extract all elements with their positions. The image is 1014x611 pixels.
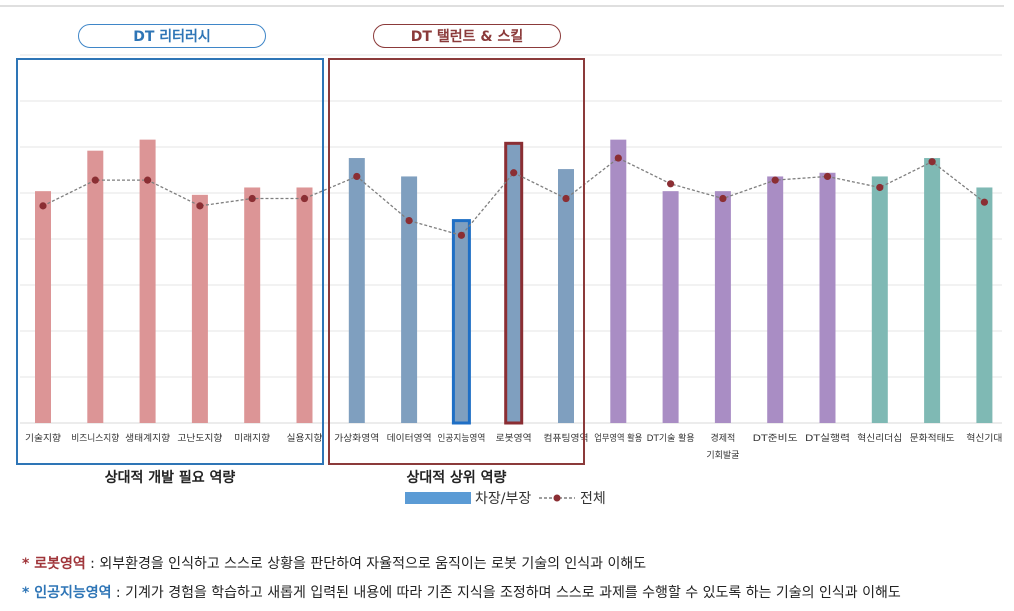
legend-line-label: 전체	[580, 491, 606, 507]
dt-literacy-group-box	[16, 58, 324, 465]
note-ai-text: : 기계가 경험을 학습하고 새롭게 입력된 내용에 따라 기존 지식을 조정하…	[111, 585, 901, 601]
line-point	[405, 217, 413, 225]
line-point	[510, 169, 518, 177]
x-tick-labels: 기술지향 비즈니스지향 생태계지향 고난도지향 미래지향 실용지향 가상화영역 데이터영역 인공…	[25, 432, 1002, 461]
x-tick-label: 가상화영역	[334, 433, 379, 444]
dt-talent-pill: DT 탤런트 & 스킬	[373, 24, 561, 48]
line-point	[928, 158, 936, 166]
line-point	[562, 194, 570, 203]
note-robot: * 로봇영역 : 외부환경을 인식하고 스스로 상황을 판단하여 자율적으로 움…	[22, 553, 646, 573]
legend-bar: 차장/부장	[405, 488, 531, 508]
line-point	[771, 176, 779, 184]
dt-literacy-group-label: 상대적 개발 필요 역량	[104, 470, 236, 486]
x-tick-label: 실용지향	[287, 432, 323, 444]
line-point	[196, 202, 204, 210]
bar	[610, 139, 627, 423]
bar	[714, 191, 731, 423]
x-tick-label: DT준비도	[753, 433, 798, 444]
x-tick-label: 컴퓨팅영역	[544, 432, 589, 444]
x-tick-label: 인공지능영역	[437, 433, 485, 444]
x-tick-label: DT실행력	[805, 432, 850, 444]
dt-talent-group-label: 상대적 상위 역량	[406, 470, 507, 486]
x-tick-label: 로봇영역	[496, 433, 532, 444]
legend-bar-swatch	[405, 492, 471, 504]
bar	[191, 194, 208, 423]
x-tick-label: 생태계지향	[125, 432, 170, 444]
x-tick-label: 데이터영역	[387, 433, 432, 444]
x-tick-label: 미래지향	[234, 432, 270, 444]
legend-line: 전체	[538, 488, 606, 508]
x-tick-label: 업무영역 활용	[594, 432, 642, 444]
line-point	[876, 183, 884, 192]
x-tick-label: 혁신기대	[966, 433, 1002, 444]
x-tick-label: 고난도지향	[177, 432, 222, 444]
line-point	[980, 198, 989, 206]
dt-literacy-pill: DT 리터러시	[78, 24, 266, 48]
line-point	[39, 202, 47, 210]
x-tick-label: DT기술 활용	[647, 432, 695, 444]
line-point	[719, 194, 727, 203]
bar	[924, 158, 941, 424]
x-tick-label: 비즈니스지향	[71, 432, 119, 444]
line-point	[614, 154, 622, 162]
bar	[296, 187, 313, 423]
note-robot-key: * 로봇영역	[22, 556, 86, 572]
line-point	[300, 194, 309, 203]
note-ai: * 인공지능영역 : 기계가 경험을 학습하고 새롭게 입력된 내용에 따라 기…	[22, 582, 901, 602]
x-tick-label: 경제적 기회발굴	[706, 432, 739, 461]
line-point	[353, 172, 361, 181]
line-point	[91, 176, 99, 184]
bar	[451, 219, 471, 425]
bar	[871, 176, 888, 423]
dt-talent-group-box	[328, 58, 585, 465]
x-tick-label: 혁신리더십	[857, 433, 902, 444]
bar	[401, 176, 418, 423]
bar	[35, 191, 51, 423]
line-point	[823, 172, 832, 181]
note-robot-text: : 외부환경을 인식하고 스스로 상황을 판단하여 자율적으로 움직이는 로봇 …	[85, 556, 647, 572]
bar-series	[35, 139, 993, 425]
line-series	[39, 154, 989, 239]
line-point	[667, 180, 675, 188]
bar	[819, 172, 836, 423]
line-point	[248, 194, 256, 203]
x-tick-label: 문화적태도	[910, 432, 955, 444]
bar	[139, 139, 156, 423]
bar	[87, 150, 104, 423]
bar	[558, 169, 574, 423]
line-point	[144, 176, 152, 184]
note-ai-key: * 인공지능영역	[22, 585, 112, 601]
bar	[662, 191, 679, 423]
bar	[348, 158, 365, 424]
x-tick-label: 기술지향	[25, 432, 61, 444]
bar	[976, 187, 993, 423]
bar	[767, 176, 784, 423]
line-point	[457, 231, 465, 239]
bar	[244, 187, 261, 423]
legend-line-symbol	[539, 494, 575, 502]
bar	[504, 141, 524, 425]
legend-bar-label: 차장/부장	[475, 491, 532, 507]
